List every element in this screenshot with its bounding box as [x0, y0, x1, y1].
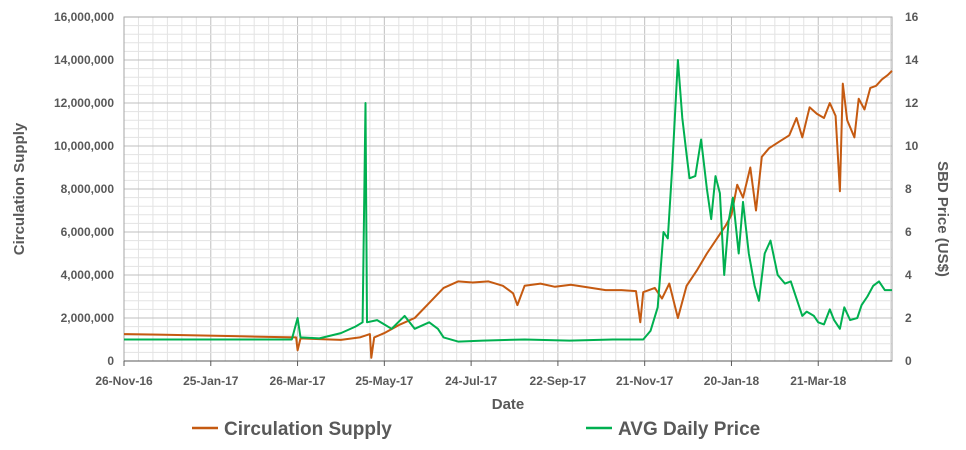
y-right-tick-label: 10 [905, 139, 919, 153]
legend: Circulation Supply AVG Daily Price [192, 419, 760, 440]
x-tick-label: 26-Nov-16 [95, 374, 153, 388]
y-left-tick-label: 8,000,000 [61, 182, 115, 196]
x-tick-label: 26-Mar-17 [270, 374, 326, 388]
x-tick-label: 21-Mar-18 [790, 374, 846, 388]
axes [123, 16, 893, 366]
x-tick-label: 21-Nov-17 [616, 374, 674, 388]
y-axis-left-title: Circulation Supply [11, 122, 28, 255]
legend-label-circulation-supply: Circulation Supply [224, 419, 392, 440]
y-right-tick-label: 4 [905, 268, 912, 282]
y-right-tick-label: 0 [905, 354, 912, 368]
y-right-tick-label: 14 [905, 53, 919, 67]
x-tick-label: 25-Jan-17 [183, 374, 239, 388]
x-tick-label: 20-Jan-18 [704, 374, 760, 388]
x-tick-label: 22-Sep-17 [530, 374, 587, 388]
grid [124, 16, 892, 362]
tick-labels: 0 2,000,000 4,000,000 6,000,000 8,000,000 10,… [54, 10, 919, 388]
circulation-supply-line [123, 70, 893, 359]
y-left-tick-label: 6,000,000 [61, 225, 115, 239]
y-left-tick-label: 2,000,000 [61, 311, 115, 325]
y-right-tick-label: 8 [905, 182, 912, 196]
y-left-tick-label: 0 [107, 354, 114, 368]
legend-label-avg-daily-price: AVG Daily Price [618, 419, 760, 440]
y-right-tick-label: 16 [905, 10, 919, 24]
y-right-tick-label: 6 [905, 225, 912, 239]
y-right-tick-label: 2 [905, 311, 912, 325]
y-left-tick-label: 4,000,000 [61, 268, 115, 282]
series-lines [123, 59, 893, 359]
x-tick-label: 24-Jul-17 [445, 374, 497, 388]
x-axis-title: Date [492, 396, 525, 413]
y-axis-right-title: SBD Price (US$) [934, 161, 951, 277]
y-left-tick-label: 14,000,000 [54, 53, 114, 67]
x-tick-label: 25-May-17 [355, 374, 413, 388]
y-left-tick-label: 12,000,000 [54, 96, 114, 110]
y-left-tick-label: 16,000,000 [54, 10, 114, 24]
y-left-tick-label: 10,000,000 [54, 139, 114, 153]
avg-daily-price-line [124, 59, 892, 343]
y-right-tick-label: 12 [905, 96, 919, 110]
